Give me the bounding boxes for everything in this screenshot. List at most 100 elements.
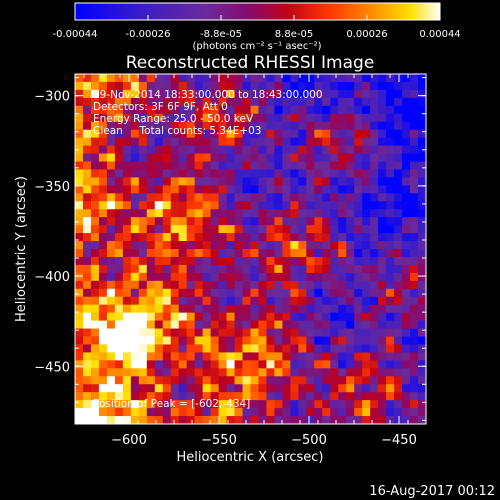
heatmap-cell xyxy=(274,408,283,417)
heatmap-cell xyxy=(202,344,212,353)
heatmap-cell xyxy=(378,137,387,146)
heatmap-cell xyxy=(410,288,419,298)
heatmap-cell xyxy=(290,296,299,306)
heatmap-cell xyxy=(290,233,299,242)
heatmap-cell xyxy=(394,161,403,170)
heatmap-cell xyxy=(306,121,315,131)
heatmap-cell xyxy=(250,312,259,321)
heatmap-cell xyxy=(218,97,227,107)
heatmap-cell xyxy=(154,81,164,91)
heatmap-cell xyxy=(346,288,355,298)
heatmap-cell xyxy=(226,304,235,314)
heatmap-cell xyxy=(75,336,84,345)
heatmap-cell xyxy=(418,272,426,282)
heatmap-cell xyxy=(186,352,196,361)
heatmap-cell xyxy=(106,304,116,314)
heatmap-cell xyxy=(402,249,411,258)
y-tick-label: −350 xyxy=(34,180,70,195)
heatmap-cell xyxy=(122,233,132,242)
heatmap-cell xyxy=(162,129,172,139)
heatmap-cell xyxy=(218,81,227,91)
heatmap-cell xyxy=(394,217,403,226)
x-tick-label: −500 xyxy=(291,433,327,448)
heatmap-cell xyxy=(338,113,347,123)
heatmap-cell xyxy=(178,225,188,234)
heatmap-cell xyxy=(298,416,307,424)
plot-frame xyxy=(74,73,427,425)
heatmap-cell xyxy=(242,217,251,226)
heatmap-cell xyxy=(82,400,92,409)
heatmap-cell xyxy=(234,233,243,242)
heatmap-cell xyxy=(242,360,251,369)
heatmap-cell xyxy=(202,408,212,417)
heatmap-cell xyxy=(138,209,148,218)
heatmap-cell xyxy=(370,137,379,146)
heatmap-cell xyxy=(122,209,132,218)
heatmap-cell xyxy=(202,89,212,99)
heatmap-cell xyxy=(218,177,227,186)
heatmap-cell xyxy=(194,384,204,393)
heatmap-cell xyxy=(378,209,387,218)
heatmap-cell xyxy=(378,400,387,409)
heatmap-cell xyxy=(274,161,283,170)
heatmap-cell xyxy=(282,89,291,99)
heatmap-cell xyxy=(210,233,219,242)
heatmap-cell xyxy=(418,233,426,242)
heatmap-cell xyxy=(410,336,419,345)
heatmap-cell xyxy=(194,105,204,115)
heatmap-cell xyxy=(82,145,92,154)
heatmap-cell xyxy=(258,185,267,194)
heatmap-cell xyxy=(378,336,387,345)
heatmap-cell xyxy=(218,312,227,321)
heatmap-cell xyxy=(274,416,283,424)
heatmap-cell xyxy=(378,113,387,123)
heatmap-cell xyxy=(154,121,164,131)
heatmap-cell xyxy=(75,89,84,99)
heatmap-cell xyxy=(250,129,259,139)
heatmap-cell xyxy=(282,153,291,162)
heatmap-cell xyxy=(98,105,108,115)
heatmap-cell xyxy=(130,384,140,393)
heatmap-cell xyxy=(338,352,347,361)
heatmap-cell xyxy=(314,344,323,353)
heatmap-cell xyxy=(266,241,275,250)
heatmap-cell xyxy=(306,129,315,139)
heatmap-cell xyxy=(298,320,307,329)
heatmap-cell xyxy=(122,376,132,385)
heatmap-cell xyxy=(130,129,140,139)
heatmap-cell xyxy=(306,209,315,218)
heatmap-cell xyxy=(106,169,116,178)
heatmap-cell xyxy=(354,360,363,369)
heatmap-cell xyxy=(186,392,196,401)
heatmap-cell xyxy=(186,249,196,258)
heatmap-cell xyxy=(82,256,92,266)
heatmap-cell xyxy=(75,169,84,178)
heatmap-cell xyxy=(258,89,267,99)
heatmap-cell xyxy=(234,105,243,115)
heatmap-cell xyxy=(298,400,307,409)
heatmap-cell xyxy=(346,256,355,266)
heatmap-cell xyxy=(234,145,243,154)
heatmap-cell xyxy=(234,217,243,226)
heatmap-cell xyxy=(75,74,84,83)
heatmap-cell xyxy=(162,153,172,162)
heatmap-cell xyxy=(298,280,307,290)
heatmap-cell xyxy=(386,328,395,337)
heatmap-cell xyxy=(138,288,148,298)
heatmap-cell xyxy=(314,153,323,162)
heatmap-cell xyxy=(410,225,419,234)
heatmap-cell xyxy=(258,209,267,218)
heatmap-cell xyxy=(418,384,426,393)
heatmap-cell xyxy=(378,360,387,369)
heatmap-cell xyxy=(266,392,275,401)
heatmap-cell xyxy=(154,280,164,290)
heatmap-cell xyxy=(322,296,331,306)
heatmap-cell xyxy=(370,408,379,417)
heatmap-cell xyxy=(186,201,196,210)
heatmap-cell xyxy=(194,256,204,266)
heatmap-cell xyxy=(282,376,291,385)
heatmap-cell xyxy=(202,392,212,401)
heatmap-cell xyxy=(75,81,84,91)
heatmap-cell xyxy=(178,217,188,226)
heatmap-cell xyxy=(378,304,387,314)
